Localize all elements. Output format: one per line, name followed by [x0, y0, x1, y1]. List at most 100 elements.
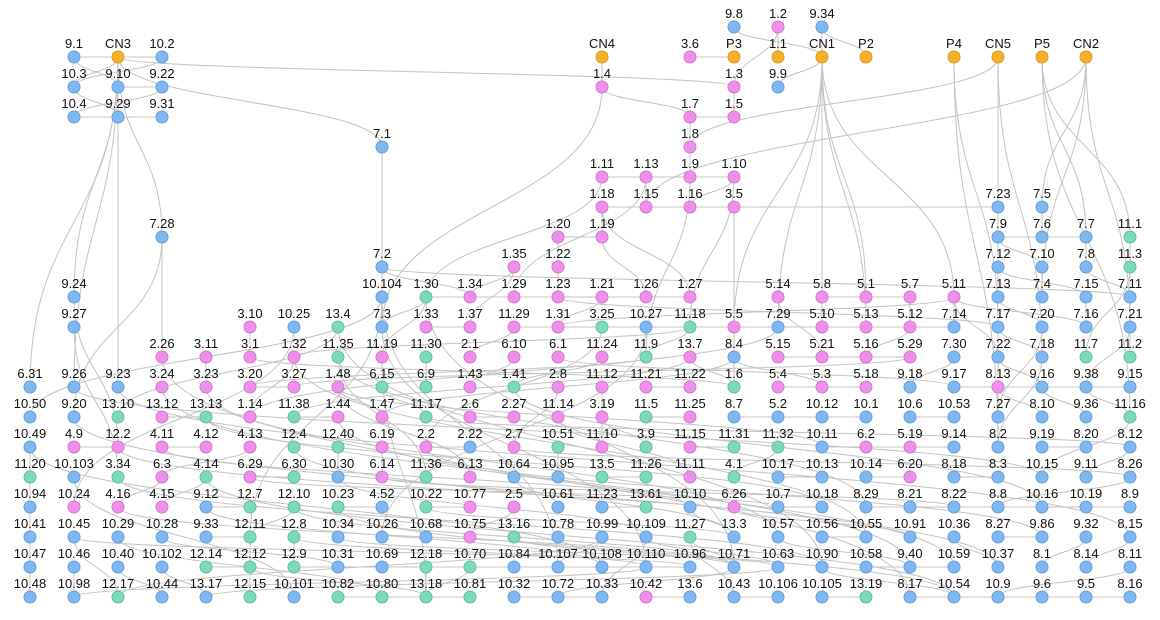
graph-node[interactable] — [199, 440, 213, 454]
graph-node[interactable] — [463, 350, 477, 364]
graph-node[interactable] — [243, 440, 257, 454]
graph-node[interactable] — [111, 530, 125, 544]
graph-node[interactable] — [639, 170, 653, 184]
graph-node[interactable] — [727, 470, 741, 484]
graph-node[interactable] — [727, 560, 741, 574]
graph-node[interactable] — [859, 560, 873, 574]
graph-node[interactable] — [287, 560, 301, 574]
graph-node[interactable] — [287, 590, 301, 604]
graph-node[interactable] — [771, 80, 785, 94]
graph-node[interactable] — [243, 320, 257, 334]
graph-node[interactable] — [815, 500, 829, 514]
graph-node[interactable] — [639, 530, 653, 544]
graph-node[interactable] — [375, 410, 389, 424]
graph-node[interactable] — [287, 530, 301, 544]
graph-node[interactable] — [551, 500, 565, 514]
graph-node[interactable] — [859, 470, 873, 484]
graph-node[interactable] — [991, 260, 1005, 274]
graph-node[interactable] — [1035, 560, 1049, 574]
graph-node[interactable] — [507, 440, 521, 454]
graph-node[interactable] — [23, 470, 37, 484]
graph-node[interactable] — [815, 50, 829, 64]
graph-node[interactable] — [463, 410, 477, 424]
graph-node[interactable] — [947, 470, 961, 484]
graph-node[interactable] — [903, 380, 917, 394]
graph-node[interactable] — [243, 530, 257, 544]
graph-node[interactable] — [507, 290, 521, 304]
graph-node[interactable] — [771, 380, 785, 394]
graph-node[interactable] — [947, 560, 961, 574]
graph-node[interactable] — [947, 590, 961, 604]
graph-node[interactable] — [155, 50, 169, 64]
graph-node[interactable] — [947, 320, 961, 334]
graph-node[interactable] — [463, 530, 477, 544]
graph-node[interactable] — [903, 410, 917, 424]
graph-node[interactable] — [771, 530, 785, 544]
graph-node[interactable] — [507, 590, 521, 604]
graph-node[interactable] — [595, 170, 609, 184]
graph-node[interactable] — [331, 410, 345, 424]
graph-node[interactable] — [991, 200, 1005, 214]
graph-node[interactable] — [595, 530, 609, 544]
graph-node[interactable] — [683, 560, 697, 574]
graph-node[interactable] — [595, 590, 609, 604]
graph-node[interactable] — [1035, 530, 1049, 544]
graph-node[interactable] — [1079, 470, 1093, 484]
graph-node[interactable] — [727, 500, 741, 514]
graph-node[interactable] — [859, 290, 873, 304]
graph-node[interactable] — [551, 380, 565, 394]
graph-node[interactable] — [463, 590, 477, 604]
graph-node[interactable] — [375, 380, 389, 394]
graph-node[interactable] — [683, 470, 697, 484]
graph-node[interactable] — [287, 320, 301, 334]
graph-node[interactable] — [67, 320, 81, 334]
graph-node[interactable] — [683, 410, 697, 424]
graph-node[interactable] — [991, 530, 1005, 544]
graph-node[interactable] — [1123, 290, 1137, 304]
graph-node[interactable] — [1035, 230, 1049, 244]
graph-node[interactable] — [595, 50, 609, 64]
graph-node[interactable] — [1035, 260, 1049, 274]
graph-node[interactable] — [155, 410, 169, 424]
graph-node[interactable] — [683, 140, 697, 154]
graph-node[interactable] — [727, 350, 741, 364]
graph-node[interactable] — [23, 380, 37, 394]
graph-node[interactable] — [551, 590, 565, 604]
graph-node[interactable] — [903, 350, 917, 364]
graph-node[interactable] — [463, 440, 477, 454]
graph-node[interactable] — [551, 260, 565, 274]
graph-node[interactable] — [507, 350, 521, 364]
graph-node[interactable] — [639, 290, 653, 304]
graph-node[interactable] — [67, 590, 81, 604]
graph-node[interactable] — [683, 50, 697, 64]
graph-node[interactable] — [727, 320, 741, 334]
graph-node[interactable] — [507, 560, 521, 574]
graph-node[interactable] — [771, 560, 785, 574]
graph-node[interactable] — [111, 80, 125, 94]
graph-node[interactable] — [595, 380, 609, 394]
graph-node[interactable] — [463, 470, 477, 484]
graph-node[interactable] — [859, 350, 873, 364]
graph-node[interactable] — [683, 320, 697, 334]
graph-node[interactable] — [551, 320, 565, 334]
graph-node[interactable] — [375, 590, 389, 604]
graph-node[interactable] — [23, 410, 37, 424]
graph-node[interactable] — [375, 140, 389, 154]
graph-node[interactable] — [155, 110, 169, 124]
graph-node[interactable] — [67, 50, 81, 64]
graph-node[interactable] — [23, 500, 37, 514]
graph-node[interactable] — [419, 560, 433, 574]
graph-node[interactable] — [903, 500, 917, 514]
graph-node[interactable] — [155, 560, 169, 574]
graph-node[interactable] — [243, 350, 257, 364]
graph-node[interactable] — [683, 290, 697, 304]
graph-node[interactable] — [551, 530, 565, 544]
graph-node[interactable] — [507, 410, 521, 424]
graph-node[interactable] — [815, 350, 829, 364]
graph-node[interactable] — [67, 530, 81, 544]
graph-node[interactable] — [815, 20, 829, 34]
graph-node[interactable] — [1079, 350, 1093, 364]
graph-node[interactable] — [111, 440, 125, 454]
graph-node[interactable] — [375, 260, 389, 274]
graph-node[interactable] — [727, 20, 741, 34]
